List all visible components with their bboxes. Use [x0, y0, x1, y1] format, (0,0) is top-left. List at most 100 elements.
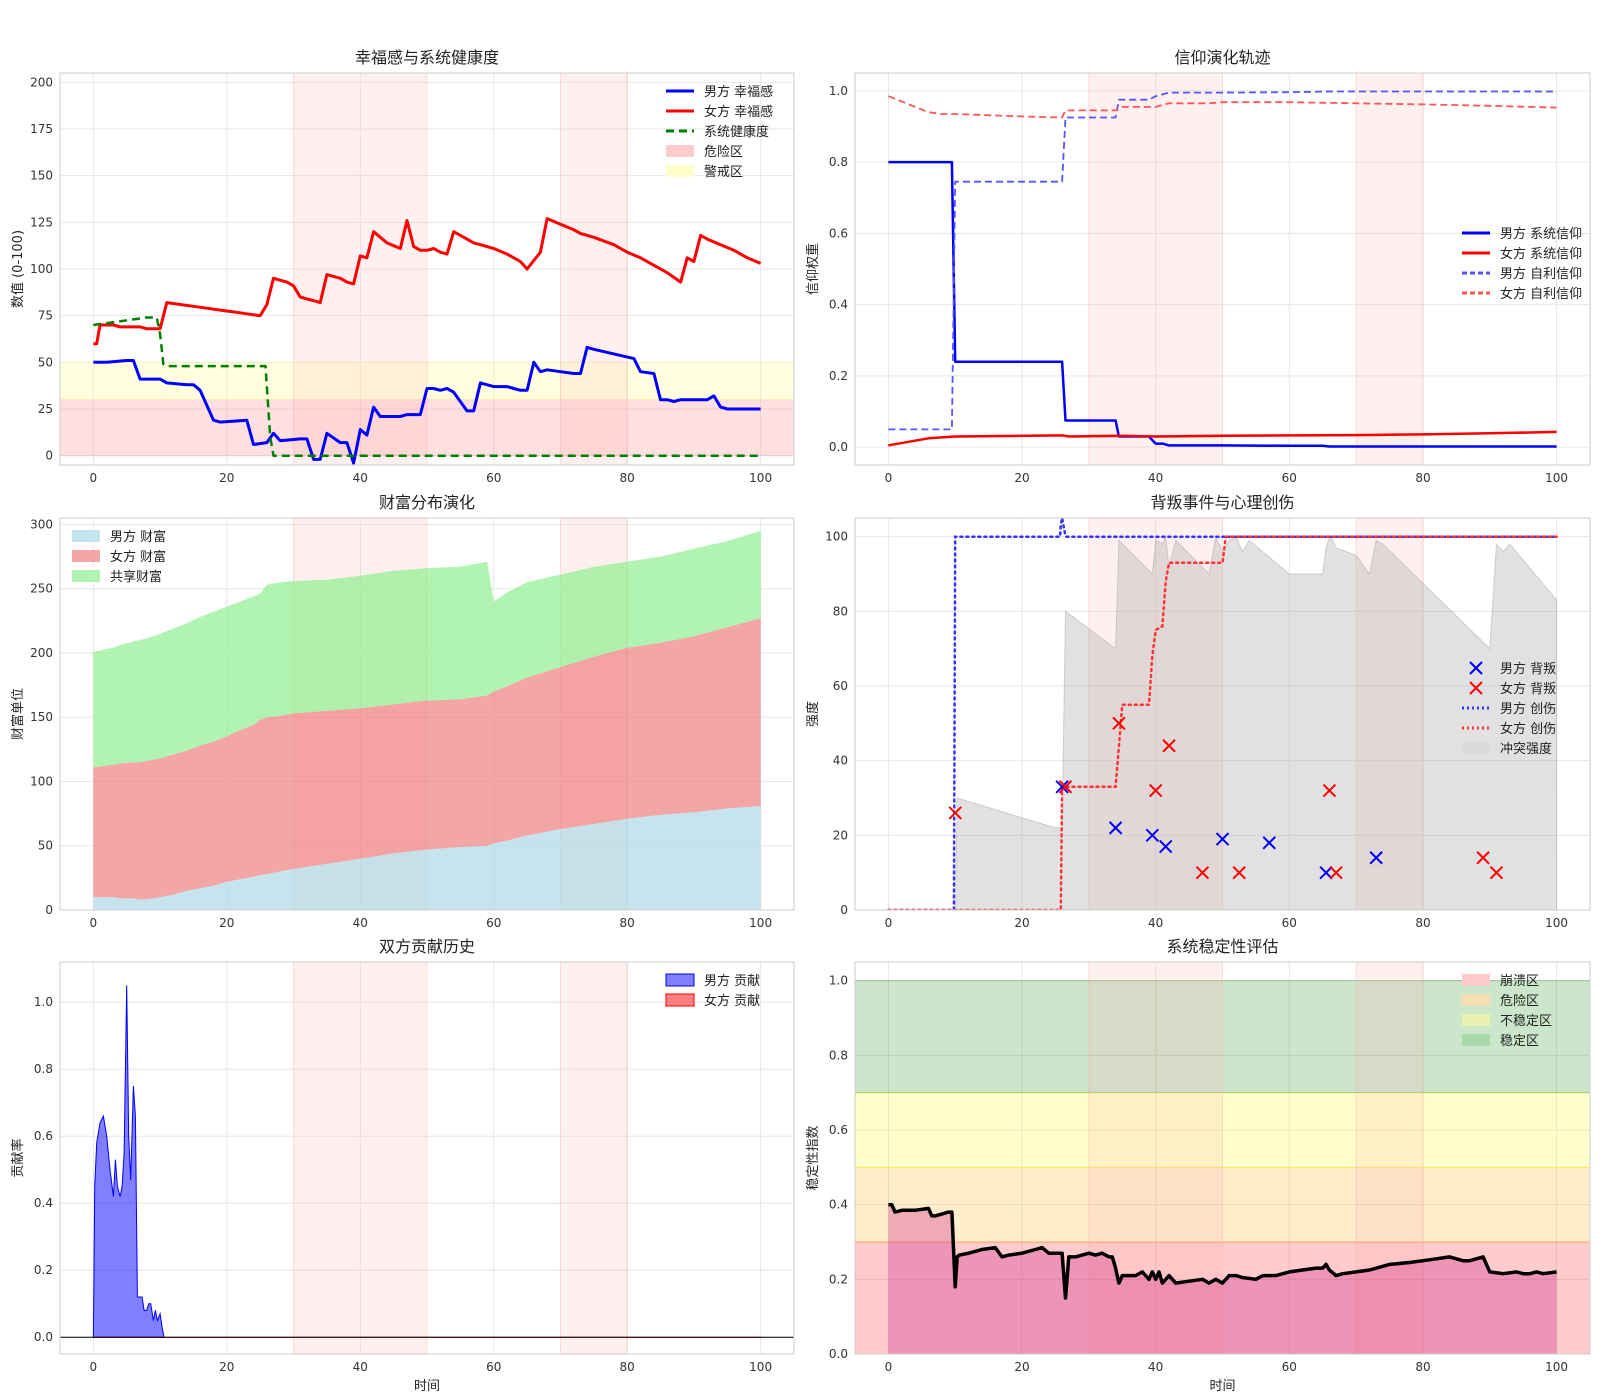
x-tick-label: 0: [885, 916, 893, 930]
legend-label: 男方 自利信仰: [1500, 266, 1582, 282]
y-tick-label: 200: [30, 646, 53, 660]
stack-area-男方-财富: [93, 805, 761, 910]
series-line-男方-系统信仰: [888, 160, 1557, 448]
x-tick-label: 0: [885, 471, 893, 485]
y-tick-label: 50: [38, 355, 53, 369]
y-tick-label: 0.8: [829, 155, 848, 169]
x-tick-label: 80: [1415, 471, 1430, 485]
y-tick-label: 200: [30, 75, 53, 89]
danger-period: [1355, 962, 1424, 1354]
scatter-point-男方-背叛: [1319, 865, 1333, 880]
scatter-point-女方-背叛: [1232, 865, 1246, 880]
series-line-男方-幸福感: [93, 345, 761, 465]
legend-swatch-稳定区: [1462, 1034, 1490, 1046]
x-tick-label: 0: [885, 1360, 893, 1374]
scatter-point-男方-背叛: [1055, 780, 1069, 794]
legend-label: 男方 财富: [110, 529, 166, 545]
band-危险区: [60, 399, 794, 457]
y-tick-label: 80: [833, 604, 848, 618]
panel-wealth: 0 20 40 60 80 100 0 50 100 150 200 250 300 财富分布演化财富单位…: [10, 493, 795, 930]
legend-label: 男方 贡献: [704, 973, 760, 989]
x-tick-label: 100: [749, 471, 772, 485]
plot-frame: [59, 961, 795, 1355]
x-tick-label: 0: [90, 916, 98, 930]
y-tick-label: 0: [45, 449, 53, 463]
legend-swatch-女方-贡献: [665, 993, 695, 1007]
legend-label: 女方 自利信仰: [1500, 286, 1582, 302]
plot-area: [855, 73, 1590, 465]
trauma-line-女方-创伤: [887, 535, 1558, 910]
x-tick-label: 60: [1282, 1360, 1297, 1374]
y-tick-label: 0.2: [829, 1272, 848, 1286]
y-tick-label: 75: [38, 309, 53, 323]
y-tick-label: 100: [30, 262, 53, 276]
x-tick-label: 100: [1545, 916, 1568, 930]
x-tick-label: 60: [1282, 471, 1297, 485]
legend-swatch-危险区: [1462, 994, 1490, 1006]
legend-label: 警戒区: [704, 164, 743, 180]
danger-period: [1355, 518, 1424, 910]
x-tick-label: 60: [486, 471, 501, 485]
y-tick-label: 0.0: [34, 1330, 53, 1344]
conflict-area: [888, 534, 1558, 910]
chart-title: 双方贡献历史: [379, 937, 475, 956]
scatter-point-女方-背叛: [1329, 865, 1343, 880]
scatter-point-女方-背叛: [1476, 851, 1490, 865]
x-axis-label: 时间: [1209, 1379, 1235, 1394]
y-tick-label: 50: [38, 839, 53, 853]
legend-label: 不稳定区: [1500, 1013, 1552, 1029]
x-tick-label: 20: [1014, 471, 1029, 485]
scatter-point-女方-背叛: [1489, 865, 1504, 880]
stack-area-共享财富: [93, 530, 761, 768]
plot-frame: [854, 72, 1591, 466]
legend-label: 女方 创伤: [1500, 721, 1556, 737]
legend-label: 共享财富: [110, 569, 162, 585]
scatter-point-女方-背叛: [1112, 716, 1126, 731]
legend-swatch-崩溃区: [1462, 974, 1490, 986]
x-tick-label: 60: [486, 1360, 501, 1374]
plot-frame: [854, 961, 1591, 1355]
legend-label: 女方 幸福感: [704, 104, 773, 120]
danger-period: [1088, 73, 1224, 465]
y-tick-label: 0.2: [34, 1263, 53, 1277]
scatter-point-女方-背叛: [1322, 783, 1337, 798]
scatter-point-男方-背叛: [1215, 832, 1230, 846]
trauma-line-男方-创伤: [887, 518, 1558, 910]
y-tick-label: 0.6: [829, 1123, 848, 1137]
plot-frame: [59, 517, 795, 911]
y-axis-label: 信仰权重: [805, 243, 821, 295]
chart-title: 财富分布演化: [379, 493, 475, 512]
legend-label: 男方 创伤: [1500, 701, 1556, 717]
y-axis-label: 强度: [805, 701, 821, 727]
series-line-女方-幸福感: [93, 217, 762, 346]
y-tick-label: 0: [840, 903, 848, 917]
danger-period: [1088, 962, 1224, 1354]
scatter-point-男方-背叛: [1158, 839, 1173, 854]
y-tick-label: 100: [30, 774, 53, 788]
x-tick-label: 20: [219, 1360, 234, 1374]
stack-area-女方-财富: [93, 618, 761, 900]
legend-label: 冲突强度: [1500, 741, 1552, 757]
y-tick-label: 150: [30, 710, 53, 724]
legend-swatch-危险区: [666, 145, 694, 157]
danger-period: [559, 73, 628, 465]
y-tick-label: 0.4: [34, 1196, 53, 1210]
y-tick-label: 0.0: [829, 1347, 848, 1361]
y-tick-label: 0.8: [34, 1062, 53, 1076]
plot-frame: [59, 72, 795, 466]
plot-area: [60, 518, 794, 910]
y-axis-label: 稳定性指数: [805, 1125, 821, 1190]
chart-title: 信仰演化轨迹: [1174, 48, 1270, 67]
y-tick-label: 0.6: [829, 226, 848, 240]
y-tick-label: 1.0: [34, 995, 53, 1009]
series-line-女方-系统信仰: [888, 430, 1557, 447]
y-tick-label: 0.4: [829, 298, 848, 312]
stability-fill: [888, 1204, 1557, 1354]
y-tick-label: 0.6: [34, 1129, 53, 1143]
scatter-point-女方-背叛: [1148, 783, 1163, 798]
